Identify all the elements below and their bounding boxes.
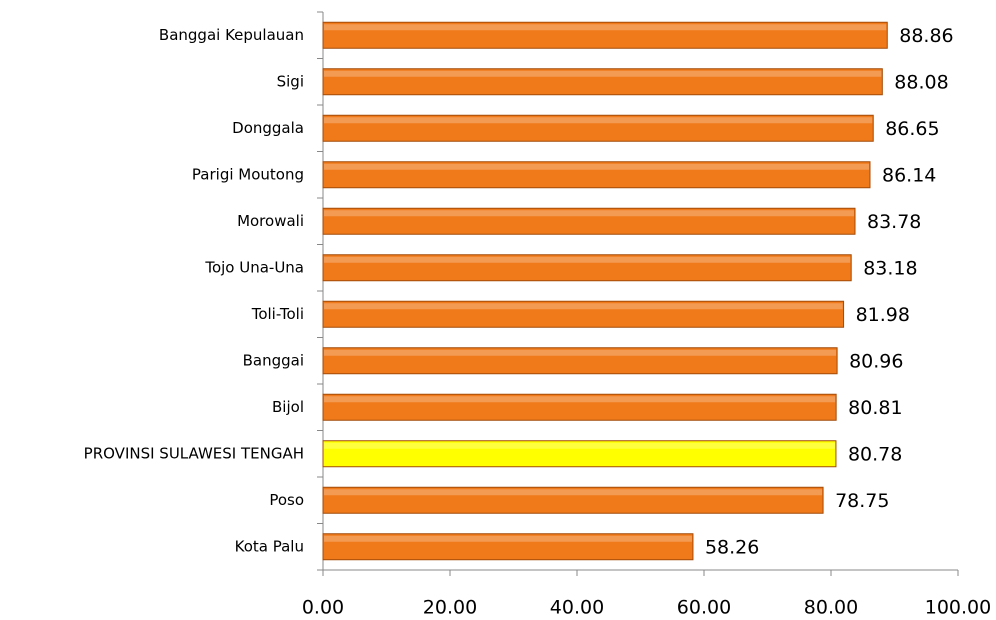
bar [322,21,888,49]
bar-highlight [324,396,836,403]
bar [322,114,874,142]
bar [322,393,837,421]
bar-highlight [324,163,869,170]
value-label: 80.96 [849,350,903,372]
y-tick-label: Banggai Kepulauan [159,26,304,44]
y-tick-label: Donggala [232,119,304,137]
x-tick-label: 60.00 [677,597,731,619]
value-label: 81.98 [856,304,910,326]
x-tick-label: 80.00 [804,597,858,619]
y-tick-label: Tojo Una-Una [204,258,304,276]
value-label: 80.78 [848,443,902,465]
y-tick-label: Sigi [277,72,304,90]
value-label: 88.08 [894,71,948,93]
bar [322,533,694,561]
bar [322,68,883,96]
value-label: 86.65 [885,118,939,140]
bar-highlight [324,210,855,217]
bar [322,254,852,282]
value-label: 78.75 [835,490,889,512]
x-tick-label: 20.00 [423,597,477,619]
bar-highlight [324,70,882,77]
y-tick-label: Poso [269,491,304,509]
bar-highlight [324,535,692,542]
bar [322,440,837,468]
bar [322,347,838,375]
bar [322,161,871,189]
bar-highlight [324,256,851,263]
x-tick-label: 40.00 [550,597,604,619]
bar [322,300,845,328]
value-label: 86.14 [882,164,936,186]
x-tick-label: 0.00 [302,597,344,619]
bar-highlight [324,349,837,356]
y-tick-label: PROVINSI SULAWESI TENGAH [84,444,304,462]
bar [322,486,824,514]
x-tick-label: 100.00 [925,597,991,619]
y-tick-label: Parigi Moutong [192,165,304,183]
value-label: 83.18 [863,257,917,279]
y-tick-label: Kota Palu [235,537,304,555]
y-tick-label: Banggai [243,351,304,369]
y-tick-label: Bijol [272,398,304,416]
bar [322,207,856,235]
value-label: 58.26 [705,536,759,558]
value-label: 83.78 [867,211,921,233]
bar-highlight [324,24,887,31]
bar-highlight [324,442,835,449]
value-label: 80.81 [848,397,902,419]
bar-highlight [324,489,823,496]
y-tick-label: Toli-Toli [251,305,304,323]
bar-highlight [324,117,873,124]
bar-highlight [324,303,843,310]
value-label: 88.86 [899,25,953,47]
y-tick-label: Morowali [237,212,304,230]
